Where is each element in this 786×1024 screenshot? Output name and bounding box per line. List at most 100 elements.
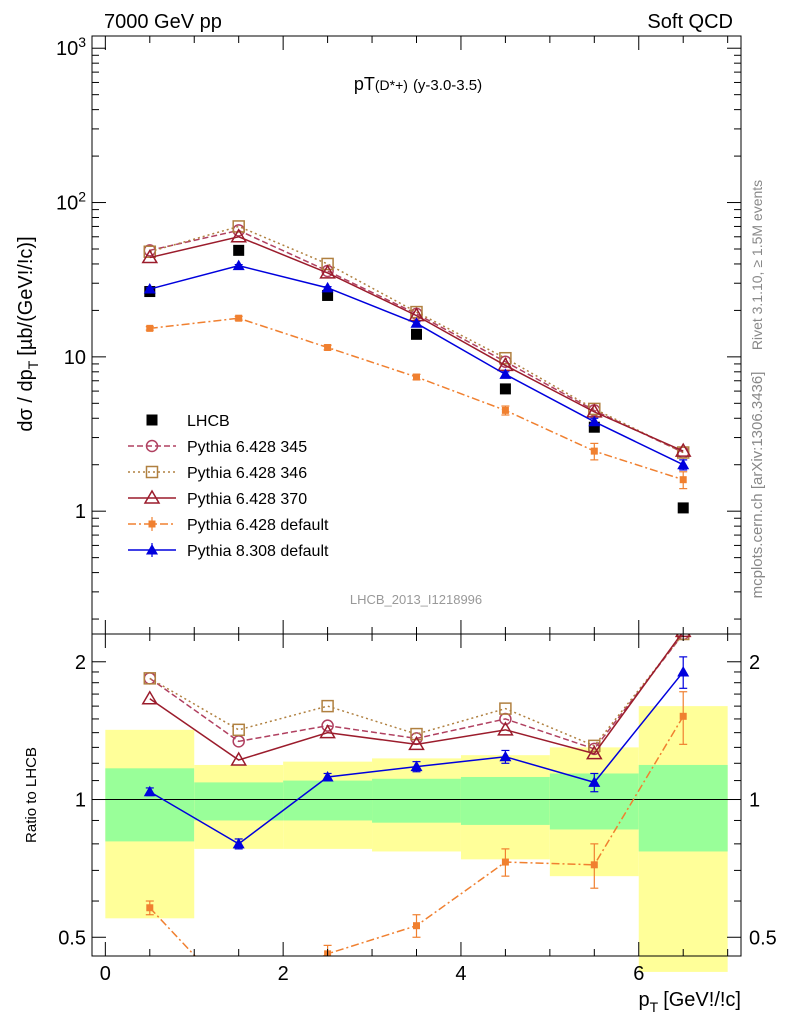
ratio-point-pythia-6-428-370	[230, 751, 247, 766]
main-point-pythia-6-428-default	[146, 324, 154, 332]
main-line-pythia-6-428-370	[149, 235, 684, 452]
ratio-y-tick-label-left: 1	[75, 790, 86, 812]
header-right-label: Soft QCD	[647, 11, 733, 33]
main-point-pythia-6-428-default	[324, 343, 332, 351]
main-y-axis-label-tail: [µb/(GeV!/!c)]	[15, 236, 37, 355]
ratio-point-pythia-8-308-default	[321, 770, 334, 782]
main-point-pythia-8-308-default	[143, 283, 156, 294]
main-point-pythia-8-308-default	[232, 259, 245, 271]
ratio-point-pythia-6-428-default	[590, 861, 598, 869]
legend-marker-pythia-6-428-370	[143, 489, 161, 504]
legend-label-pythia-6-428-346: Pythia 6.428 346	[187, 465, 307, 482]
ratio-x-axis-label-sub: T	[650, 999, 659, 1015]
ratio-green-band	[638, 764, 728, 852]
ratio-point-pythia-6-428-345	[321, 719, 334, 732]
ratio-y-tick-label-left: 2	[75, 652, 86, 674]
legend: LHCB Pythia 6.428 345 Pythia 6.428 346 Pyth…	[128, 413, 329, 560]
main-point-pythia-8-308-default	[410, 317, 423, 328]
main-title-tail: (y-3.0-3.5)	[413, 77, 482, 94]
ratio-point-pythia-6-428-default	[146, 904, 154, 912]
main-title: pT(D*+) (y-3.0-3.5)	[354, 74, 482, 94]
legend-label-pythia-8-308-default: Pythia 8.308 default	[187, 543, 329, 560]
ratio-point-pythia-6-428-346	[143, 672, 157, 685]
main-point-pythia-8-308-default	[499, 368, 512, 379]
legend-marker-pythia-8-308-default	[146, 544, 158, 555]
ratio-point-pythia-8-308-default	[677, 665, 690, 677]
main-point-pythia-6-428-default	[679, 476, 687, 484]
main-point-pythia-8-308-default	[588, 415, 601, 427]
ratio-series-pythia-8-308-default	[143, 656, 690, 850]
main-point-pythia-6-428-370	[319, 264, 336, 279]
main-series-pythia-8-308-default	[143, 259, 690, 471]
ratio-point-pythia-6-428-370	[586, 745, 603, 760]
main-line-pythia-8-308-default	[149, 264, 684, 466]
ratio-line-pythia-6-428-370	[149, 634, 683, 761]
main-y-tick-label-exponent: 2	[78, 189, 86, 205]
ratio-point-pythia-8-308-default	[232, 837, 245, 849]
main-y-tick-label: 103	[56, 34, 86, 60]
ratio-series-pythia-6-428-370	[141, 634, 692, 766]
ratio-panel: 0.5 0.5 1 1 2 2 0 2 4 6 Ratio to LHCB pT [GeV!/!c]	[23, 633, 777, 1015]
ratio-point-pythia-8-308-default	[499, 750, 512, 762]
ratio-y-tick-label-right: 1	[749, 790, 760, 812]
main-point-pythia-6-428-default	[413, 373, 420, 381]
main-point-pythia-6-428-346	[232, 220, 245, 233]
legend-marker-pythia-6-428-345	[145, 439, 159, 453]
main-point-lhcb	[322, 289, 334, 301]
ratio-x-tick-label: 0	[100, 963, 111, 985]
ratio-x-tick-label: 6	[633, 963, 644, 985]
main-y-axis-label-main: dσ / dp	[15, 369, 37, 431]
main-y-tick-label: 10	[64, 347, 86, 369]
ratio-point-pythia-6-428-346	[321, 699, 334, 713]
mcplots-source-label: mcplots.cern.ch [arXiv:1306.3436]	[749, 372, 766, 599]
ratio-x-tick-label: 2	[278, 963, 289, 985]
main-point-pythia-6-428-370	[674, 442, 692, 457]
main-point-lhcb	[233, 244, 245, 256]
ratio-point-pythia-6-428-346	[410, 727, 423, 741]
ratio-x-axis-label-tail: [GeV!/!c]	[663, 989, 741, 1011]
main-point-lhcb	[588, 421, 600, 433]
main-line-pythia-6-428-346	[149, 225, 684, 454]
ratio-green-band	[194, 782, 284, 821]
ratio-series-pythia-6-428-default	[145, 691, 688, 956]
ratio-point-pythia-6-428-346	[499, 702, 512, 715]
ratio-x-axis-label-main: p	[639, 989, 650, 1011]
analysis-watermark: LHCB_2013_I1218996	[350, 592, 482, 607]
legend-marker-pythia-6-428-346	[145, 465, 159, 479]
ratio-green-band	[372, 778, 461, 823]
legend-label-lhcb: LHCB	[187, 413, 230, 430]
main-y-tick-label-exponent: 3	[78, 34, 86, 50]
legend-label-pythia-6-428-default: Pythia 6.428 default	[187, 517, 329, 534]
header-left-label: 7000 GeV pp	[104, 11, 222, 33]
ratio-x-axis-label: pT [GeV!/!c]	[639, 989, 742, 1015]
ratio-green-band	[283, 780, 373, 821]
main-point-pythia-6-428-default	[501, 406, 509, 414]
main-y-tick-label: 1	[75, 501, 86, 523]
ratio-y-axis-label: Ratio to LHCB	[23, 747, 40, 843]
ratio-green-band	[105, 768, 195, 842]
ratio-y-tick-label-right: 2	[749, 652, 760, 674]
ratio-point-pythia-6-428-370	[319, 724, 336, 739]
main-series-pythia-6-428-default	[145, 314, 688, 490]
rivet-version-label: Rivet 3.1.10, ≥ 1.5M events	[749, 180, 765, 350]
main-point-pythia-6-428-370	[141, 249, 159, 264]
main-point-pythia-6-428-default	[590, 447, 598, 455]
main-point-lhcb	[499, 383, 511, 395]
ratio-point-pythia-6-428-346	[232, 723, 245, 737]
ratio-point-pythia-6-428-370	[141, 690, 159, 705]
legend-label-pythia-6-428-345: Pythia 6.428 345	[187, 439, 307, 456]
main-y-tick-label: 102	[56, 189, 86, 215]
main-point-lhcb	[411, 328, 422, 340]
ratio-x-tick-label: 4	[455, 963, 466, 985]
ratio-point-pythia-8-308-default	[588, 776, 601, 787]
main-point-pythia-8-308-default	[321, 281, 334, 293]
ratio-y-tick-label-left: 0.5	[58, 927, 86, 949]
main-title-main: pT	[354, 74, 375, 94]
ratio-point-pythia-6-428-default	[501, 858, 509, 866]
main-y-axis-label: dσ / dpT [µb/(GeV!/!c)]	[15, 236, 41, 431]
main-series-group	[141, 220, 692, 514]
ratio-series-group	[141, 634, 692, 956]
main-point-pythia-6-428-346	[321, 257, 334, 271]
ratio-point-pythia-6-428-default	[679, 712, 687, 720]
